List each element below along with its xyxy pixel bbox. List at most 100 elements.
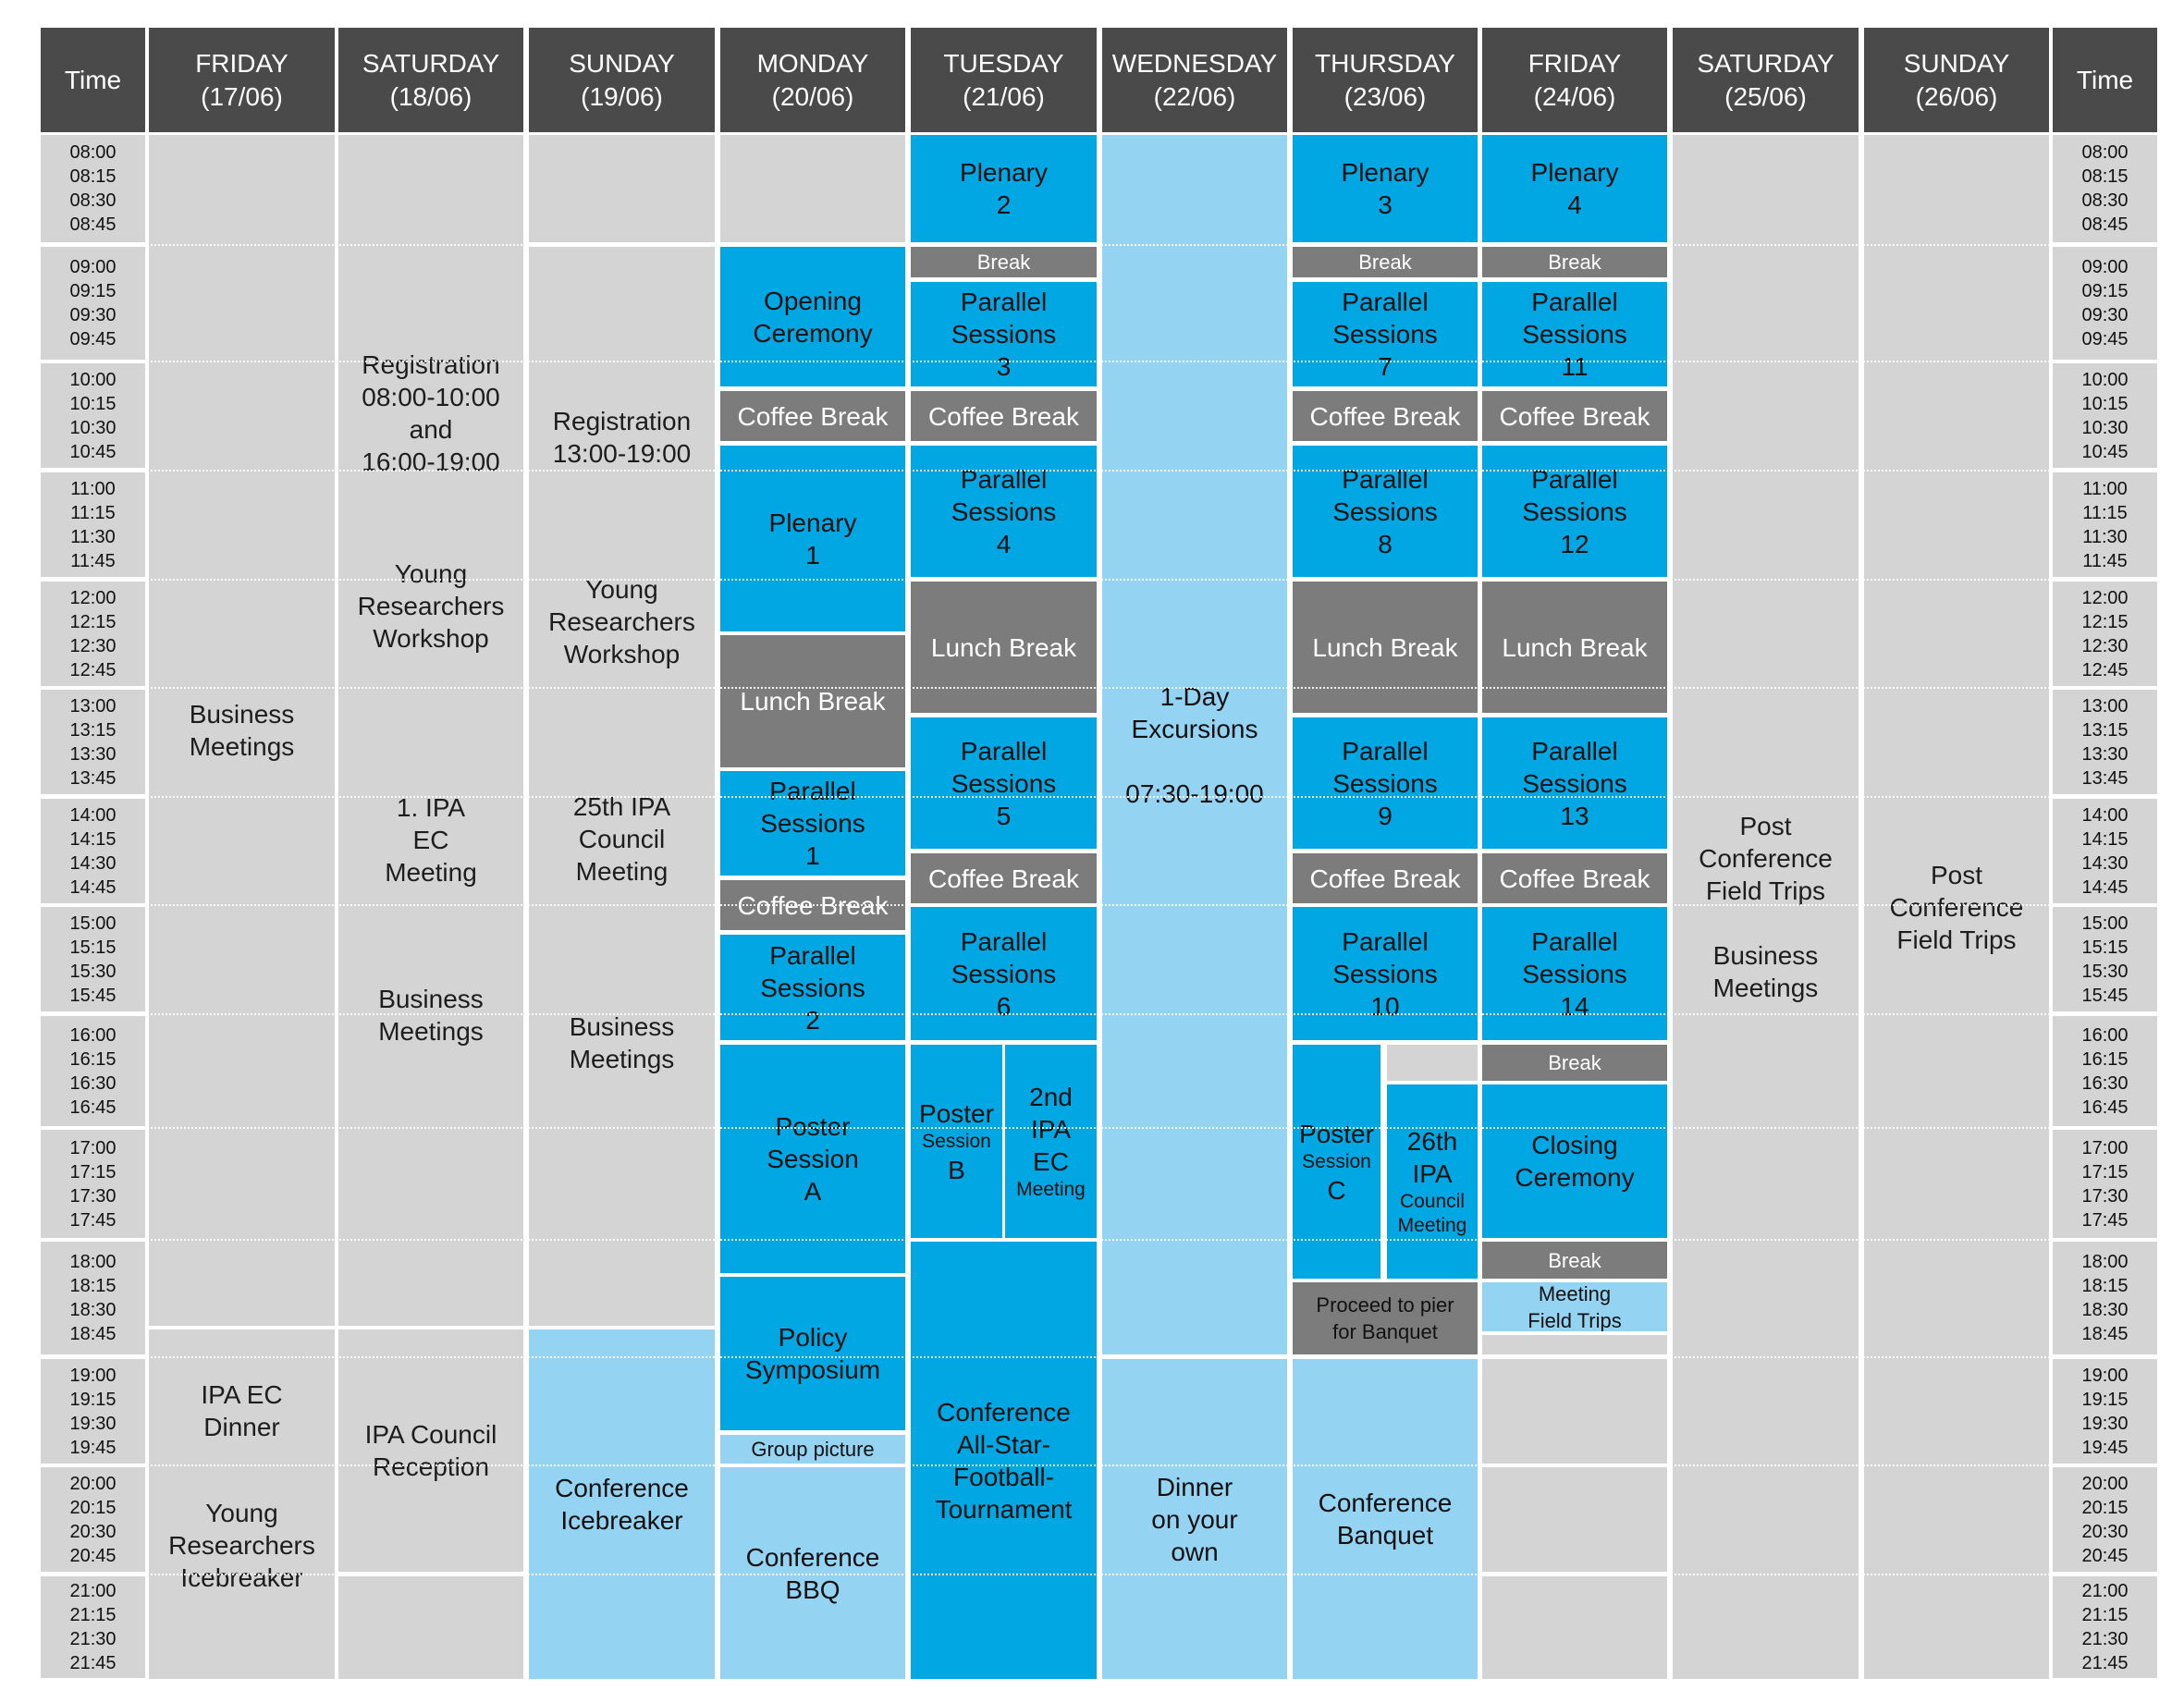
empty-slot bbox=[529, 135, 715, 242]
time-label: 15:00 bbox=[2081, 913, 2129, 934]
time-cell bbox=[2053, 363, 2157, 468]
time-label: 13:00 bbox=[69, 695, 117, 717]
time-group: 10:00 10:15 10:30 10:45 bbox=[2053, 363, 2157, 468]
time-label: 10:15 bbox=[69, 393, 117, 414]
time-label: 16:45 bbox=[2081, 1097, 2129, 1118]
time-cell bbox=[2053, 1576, 2157, 1678]
empty-slot bbox=[1387, 1045, 1478, 1081]
empty-slot: Registration 13:00-19:00 Young Researcher… bbox=[529, 247, 715, 1326]
time-group: 19:00 19:15 19:30 19:45 bbox=[41, 1359, 145, 1464]
hour-guide-line bbox=[41, 1356, 2157, 1358]
time-label: 21:45 bbox=[69, 1653, 117, 1673]
event-tue21-parallel3: Parallel Sessions 3 bbox=[911, 282, 1097, 386]
time-label: 13:30 bbox=[2081, 743, 2129, 765]
time-group: 09:00 09:15 09:30 09:45 bbox=[41, 247, 145, 360]
time-label: 15:00 bbox=[69, 913, 117, 934]
time-label: 11:45 bbox=[70, 550, 116, 571]
time-group: 12:00 12:15 12:30 12:45 bbox=[2053, 582, 2157, 686]
time-label: 08:00 bbox=[69, 142, 117, 163]
event-fri24-break1: Break bbox=[1482, 247, 1667, 277]
time-group: 20:00 20:15 20:30 20:45 bbox=[41, 1467, 145, 1572]
event-label-part: Session bbox=[1302, 1150, 1371, 1172]
time-label: 19:45 bbox=[2081, 1437, 2129, 1458]
day-header-9: SUNDAY (26/06) bbox=[1864, 28, 2049, 132]
event-tue21-ec: 2nd IPA EC Meeting bbox=[1005, 1045, 1097, 1238]
event-thu23-parallel7: Parallel Sessions 7 bbox=[1293, 282, 1478, 386]
time-label: 19:00 bbox=[69, 1365, 117, 1386]
hour-guide-line bbox=[41, 361, 2157, 362]
time-label: 09:30 bbox=[69, 305, 117, 325]
day-header-label: THURSDAY (23/06) bbox=[1315, 48, 1455, 111]
day-header-4: TUESDAY (21/06) bbox=[911, 28, 1097, 132]
time-label: 21:30 bbox=[2081, 1629, 2129, 1649]
time-label: 16:45 bbox=[69, 1097, 117, 1118]
hour-guide-line bbox=[41, 904, 2157, 906]
time-label: 14:00 bbox=[2081, 804, 2129, 826]
day-header-2: SUNDAY (19/06) bbox=[529, 28, 715, 132]
event-label-part: Poster bbox=[919, 1098, 994, 1128]
time-cell bbox=[2053, 1242, 2157, 1354]
time-label: 08:45 bbox=[2081, 214, 2129, 235]
time-label: 20:30 bbox=[69, 1521, 117, 1542]
time-label: 10:30 bbox=[69, 417, 117, 438]
time-label: 16:00 bbox=[2081, 1024, 2129, 1046]
day-header-3: MONDAY (20/06) bbox=[720, 28, 905, 132]
event-label-part: 26th IPA bbox=[1406, 1127, 1458, 1188]
time-label: 08:00 bbox=[2081, 142, 2129, 163]
event-fri17-business: Business Meetings bbox=[149, 135, 335, 1326]
event-thu23-coffee1: Coffee Break bbox=[1293, 391, 1478, 441]
time-cell bbox=[2053, 799, 2157, 903]
event-thu23-council: 26th IPA Council Meeting bbox=[1387, 1084, 1478, 1279]
day-header-label: SATURDAY (18/06) bbox=[362, 48, 500, 111]
time-label: 21:15 bbox=[2081, 1605, 2129, 1625]
time-label: 20:00 bbox=[69, 1473, 117, 1494]
event-mon20-bbq: Conference BBQ bbox=[720, 1467, 905, 1679]
event-sat18-reception: IPA Council Reception bbox=[338, 1329, 523, 1572]
time-label: 11:15 bbox=[70, 502, 116, 523]
day-header-label: FRIDAY (24/06) bbox=[1528, 48, 1622, 111]
day-header-label: SUNDAY (26/06) bbox=[1903, 48, 2010, 111]
event-thu23-coffee2: Coffee Break bbox=[1293, 853, 1478, 903]
hour-guide-line bbox=[41, 1574, 2157, 1575]
time-label: 14:15 bbox=[2081, 828, 2129, 850]
event-thu23-pier: Proceed to pier for Banquet bbox=[1293, 1282, 1478, 1354]
time-group: 21:00 21:15 21:30 21:45 bbox=[41, 1576, 145, 1678]
event-tue21-parallel4: Parallel Sessions 4 bbox=[911, 446, 1097, 577]
time-label: 12:45 bbox=[2081, 659, 2129, 680]
time-cell bbox=[2053, 907, 2157, 1011]
time-label: 08:30 bbox=[69, 190, 117, 211]
day-header-1: SATURDAY (18/06) bbox=[338, 28, 523, 132]
time-label: 10:45 bbox=[69, 441, 117, 462]
time-label: 12:30 bbox=[2081, 635, 2129, 656]
event-thu23-plenary: Plenary 3 bbox=[1293, 135, 1478, 242]
time-label: 13:15 bbox=[69, 719, 117, 741]
time-cell bbox=[41, 1576, 145, 1678]
time-label: 17:15 bbox=[69, 1161, 117, 1182]
time-group: 09:00 09:15 09:30 09:45 bbox=[2053, 247, 2157, 360]
time-group: 20:00 20:15 20:30 20:45 bbox=[2053, 1467, 2157, 1572]
day-header-6: THURSDAY (23/06) bbox=[1293, 28, 1478, 132]
time-label: 15:15 bbox=[2081, 937, 2129, 958]
time-group: 13:00 13:15 13:30 13:45 bbox=[2053, 690, 2157, 794]
event-fri24-lunch: Lunch Break bbox=[1482, 582, 1667, 713]
time-label: 17:00 bbox=[2081, 1137, 2129, 1158]
event-label-part: Council Meeting bbox=[1397, 1191, 1467, 1236]
event-fri24-parallel14: Parallel Sessions 14 bbox=[1482, 907, 1667, 1040]
empty-slot bbox=[1482, 1576, 1667, 1679]
event-tue21-lunch: Lunch Break bbox=[911, 582, 1097, 713]
time-label: 15:30 bbox=[69, 961, 117, 982]
event-fri17-icebreaker: Young Researchers Icebreaker bbox=[168, 1499, 315, 1592]
time-label: 18:30 bbox=[2081, 1300, 2129, 1320]
event-sun19-registration: Registration 13:00-19:00 bbox=[552, 406, 692, 468]
time-label: 15:15 bbox=[69, 937, 117, 958]
empty-slot bbox=[1482, 1467, 1667, 1572]
time-cell bbox=[41, 1359, 145, 1464]
time-group: 11:00 11:15 11:30 11:45 bbox=[2053, 472, 2157, 577]
time-label: 11:15 bbox=[2082, 502, 2128, 523]
time-label: 09:45 bbox=[2081, 329, 2129, 349]
time-label: 12:45 bbox=[69, 659, 117, 680]
time-label: 15:45 bbox=[2081, 985, 2129, 1006]
event-sat18-ec: 1. IPA EC Meeting bbox=[385, 792, 477, 887]
time-label: 16:15 bbox=[69, 1048, 117, 1070]
